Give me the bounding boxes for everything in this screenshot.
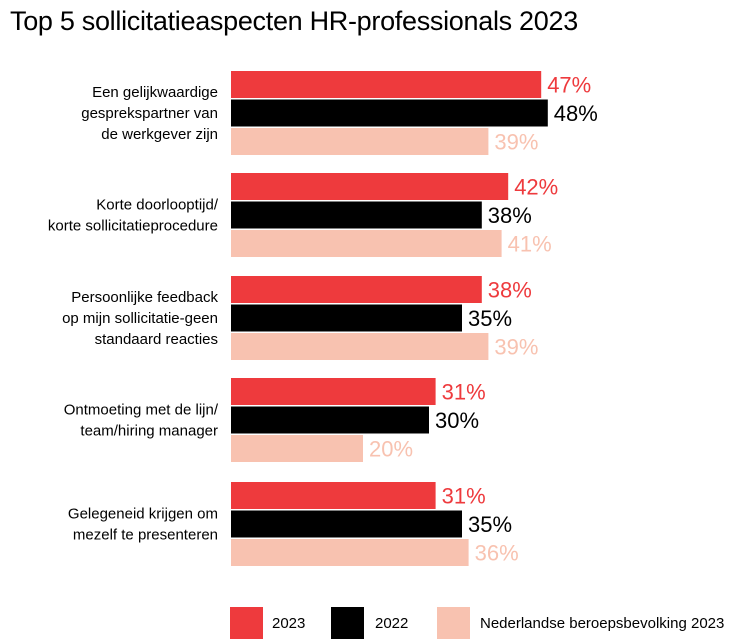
value-label-2022-2: 38% [488, 203, 532, 228]
value-label-nederlandse-beroepsbevolking-2023-2: 41% [508, 232, 552, 257]
value-label-2023-5: 31% [442, 484, 486, 509]
bar-2023-3 [231, 276, 482, 303]
value-label-nederlandse-beroepsbevolking-2023-1: 39% [494, 130, 538, 155]
value-label-2022-3: 35% [468, 306, 512, 331]
bar-nederlandse-beroepsbevolking-2023-4 [231, 435, 363, 462]
bar-nederlandse-beroepsbevolking-2023-1 [231, 128, 489, 155]
value-label-2023-4: 31% [442, 380, 486, 405]
legend-swatch-2022 [331, 607, 364, 639]
bar-nederlandse-beroepsbevolking-2023-5 [231, 539, 469, 566]
bar-2023-1 [231, 71, 542, 98]
bar-2023-2 [231, 173, 509, 200]
value-label-2023-1: 47% [547, 73, 591, 98]
value-label-2023-2: 42% [514, 175, 558, 200]
category-label-4: Ontmoeting met de lijn/team/hiring manag… [64, 402, 219, 440]
bar-2023-4 [231, 378, 436, 405]
value-label-2023-3: 38% [488, 278, 532, 303]
bar-2022-5 [231, 510, 462, 538]
bar-2022-4 [231, 406, 429, 434]
category-label-5: Gelegeneid krijgen om mezelf te presenter… [68, 506, 218, 544]
bar-nederlandse-beroepsbevolking-2023-2 [231, 230, 502, 257]
value-label-2022-5: 35% [468, 512, 512, 537]
legend-label-2022: 2022 [375, 615, 408, 632]
category-label-3: Persoonlijke feedback op mijn sollicitati… [62, 289, 218, 348]
bar-2023-5 [231, 482, 436, 509]
bar-2022-2 [231, 201, 482, 229]
legend-swatch-2023 [230, 607, 263, 639]
chart-title: Top 5 sollicitatieaspecten HR-profession… [10, 6, 578, 36]
category-label-1: Een gelijkwaardige gesprekspartner van de … [81, 84, 218, 143]
value-label-nederlandse-beroepsbevolking-2023-3: 39% [494, 335, 538, 360]
legend-swatch-nederlandse-beroepsbevolking-2023 [437, 607, 470, 639]
bar-2022-3 [231, 304, 462, 332]
bar-nederlandse-beroepsbevolking-2023-3 [231, 333, 489, 360]
legend-label-nederlandse-beroepsbevolking-2023: Nederlandse beroepsbevolking 2023 [480, 615, 724, 632]
value-label-2022-1: 48% [554, 101, 598, 126]
legend-label-2023: 2023 [272, 615, 305, 632]
bar-2022-1 [231, 99, 548, 127]
value-label-nederlandse-beroepsbevolking-2023-5: 36% [475, 541, 519, 566]
value-label-nederlandse-beroepsbevolking-2023-4: 20% [369, 437, 413, 462]
value-label-2022-4: 30% [435, 408, 479, 433]
category-label-2: Korte doorlooptijd/korte sollicitatiepro… [48, 197, 219, 235]
